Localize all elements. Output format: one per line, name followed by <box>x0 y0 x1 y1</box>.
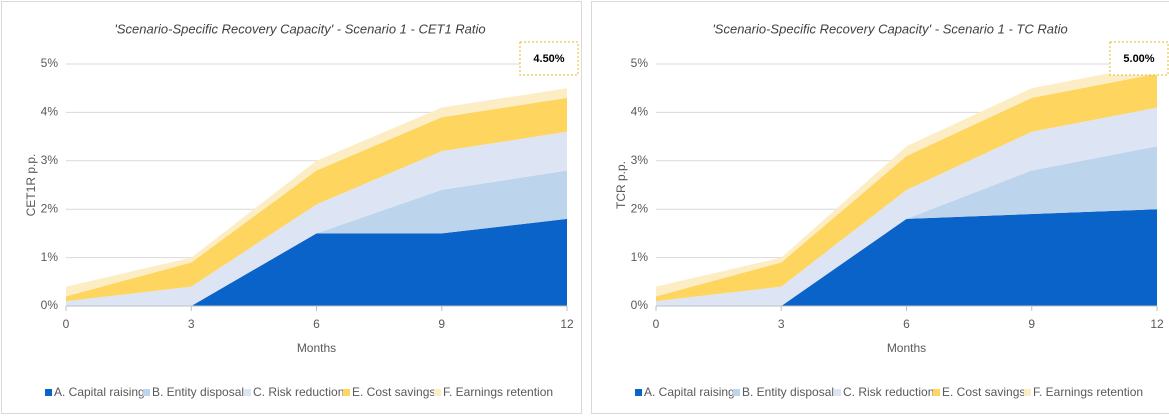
y-axis-label: CET1R p.p. <box>24 154 38 217</box>
legend-label: B. Entity disposal <box>152 385 244 399</box>
legend-label: C. Risk reduction <box>253 385 344 399</box>
area <box>656 73 1157 302</box>
annotation-box <box>1109 41 1169 76</box>
x-axis-label: Months <box>297 341 336 355</box>
y-tick-label: 2% <box>631 201 649 215</box>
legend-swatch <box>933 389 940 396</box>
y-tick-label: 0% <box>41 298 59 312</box>
legend-swatch <box>733 389 740 396</box>
area <box>656 146 1157 306</box>
y-tick-label: 3% <box>631 153 649 167</box>
area <box>66 218 567 306</box>
legend-label: F. Earnings retention <box>443 385 553 399</box>
legend-swatch <box>434 389 441 396</box>
x-tick-label: 6 <box>903 317 910 331</box>
x-axis-label: Months <box>887 341 926 355</box>
x-tick-label: 9 <box>1028 317 1035 331</box>
area <box>66 97 567 302</box>
y-tick-label: 1% <box>41 250 59 264</box>
chart-title: 'Scenario-Specific Recovery Capacity' - … <box>712 21 1067 36</box>
area <box>66 170 567 306</box>
y-tick-label: 2% <box>41 201 59 215</box>
y-tick-label: 4% <box>631 105 649 119</box>
x-tick-label: 9 <box>438 317 445 331</box>
legend-label: F. Earnings retention <box>1033 385 1143 399</box>
legend-swatch <box>343 389 350 396</box>
y-tick-label: 5% <box>631 56 649 70</box>
legend-swatch <box>834 389 841 396</box>
x-tick-label: 12 <box>560 317 574 331</box>
area <box>66 88 567 297</box>
annotation: 5.00% <box>1123 53 1154 65</box>
legend-label: A. Capital raising <box>54 385 145 399</box>
legend-label: C. Risk reduction <box>843 385 934 399</box>
area <box>656 209 1157 306</box>
y-tick-label: 1% <box>631 250 649 264</box>
legend-swatch <box>45 389 52 396</box>
y-tick-label: 4% <box>41 105 59 119</box>
y-tick-label: 0% <box>631 298 649 312</box>
x-tick-label: 3 <box>188 317 195 331</box>
x-tick-label: 0 <box>653 317 660 331</box>
legend-label: E. Cost savings <box>942 385 1025 399</box>
annotation: 4.50% <box>533 53 564 65</box>
legend-swatch <box>143 389 150 396</box>
x-tick-label: 3 <box>778 317 785 331</box>
area <box>66 131 567 306</box>
legend-swatch <box>1024 389 1031 396</box>
legend-swatch <box>244 389 251 396</box>
y-tick-label: 5% <box>41 56 59 70</box>
legend-label: B. Entity disposal <box>742 385 834 399</box>
y-axis-label: TCR p.p. <box>614 161 628 209</box>
annotation-box <box>519 41 579 76</box>
chart-title: 'Scenario-Specific Recovery Capacity' - … <box>114 21 485 36</box>
legend-swatch <box>635 389 642 396</box>
x-tick-label: 12 <box>1150 317 1164 331</box>
x-tick-label: 6 <box>313 317 320 331</box>
y-tick-label: 3% <box>41 153 59 167</box>
area <box>656 107 1157 306</box>
x-tick-label: 0 <box>63 317 70 331</box>
legend-label: A. Capital raising <box>644 385 735 399</box>
legend-label: E. Cost savings <box>352 385 435 399</box>
